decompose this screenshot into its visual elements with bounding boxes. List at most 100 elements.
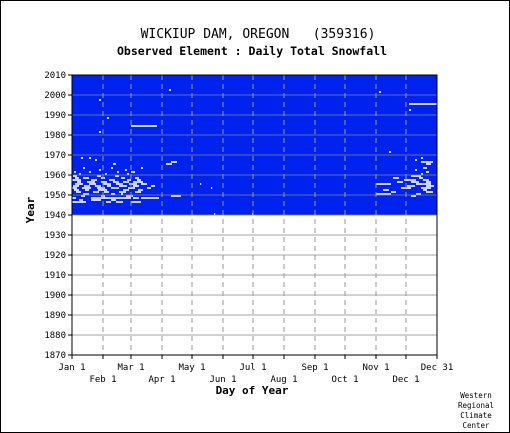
snowfall-mark	[72, 197, 76, 199]
y-tick-label: 1890	[44, 311, 66, 321]
y-tick-label: 1940	[44, 211, 66, 221]
snowfall-mark	[397, 181, 403, 183]
snowfall-mark	[99, 131, 101, 133]
snowfall-mark	[83, 167, 85, 169]
snowfall-mark	[416, 193, 421, 195]
snowfall-mark	[72, 187, 77, 189]
snowfall-mark	[123, 181, 129, 183]
y-tick-label: 1920	[44, 251, 66, 261]
snowfall-mark	[404, 179, 416, 181]
snowfall-mark	[426, 191, 433, 193]
snowfall-mark	[426, 181, 431, 183]
snowfall-mark	[200, 183, 202, 185]
snowfall-mark	[107, 117, 109, 119]
x-tick-label: May 1	[178, 363, 205, 373]
snowfall-mark	[119, 185, 127, 187]
credit-line: Center	[462, 421, 490, 430]
x-tick-label: Apr 1	[148, 375, 175, 385]
snowfall-mark	[141, 197, 159, 199]
snowfall-mark	[391, 191, 396, 193]
y-tick-label: 2000	[44, 91, 66, 101]
snowfall-mark	[103, 183, 111, 185]
snowfall-mark	[133, 181, 143, 183]
snowfall-mark	[421, 157, 423, 159]
y-axis-label: Year	[24, 196, 37, 223]
snowfall-mark	[116, 201, 123, 203]
snowfall-mark	[426, 185, 434, 187]
snowfall-mark	[409, 103, 437, 105]
snowfall-mark	[211, 187, 213, 189]
snowfall-mark	[82, 187, 91, 189]
x-tick-label: Jun 1	[209, 375, 236, 385]
plot-area	[71, 74, 438, 356]
x-axis-label: Day of Year	[216, 384, 289, 397]
snowfall-mark	[107, 185, 111, 187]
x-tick-label: Nov 1	[362, 363, 389, 373]
x-tick-label: Aug 1	[270, 375, 297, 385]
snowfall-mark	[106, 201, 111, 203]
snowfall-mark	[131, 171, 135, 173]
y-axis-ticks: 1870 1880 1890 1900 1910 1920 1930 1940 1950 1960…	[44, 71, 72, 361]
snowfall-mark	[127, 179, 131, 181]
snowfall-mark	[117, 171, 119, 173]
snowfall-mark	[89, 171, 91, 173]
x-tick-label: Dec 1	[392, 375, 419, 385]
snowfall-mark	[426, 171, 429, 173]
snowfall-mark	[75, 183, 83, 185]
snowfall-mark	[109, 179, 115, 181]
snowfall-mark	[171, 161, 177, 163]
observed-region	[72, 75, 437, 215]
snowfall-mark	[135, 191, 141, 193]
snowfall-mark	[116, 183, 123, 185]
snowfall-mark	[91, 199, 101, 201]
x-tick-label: Dec 31	[421, 363, 454, 373]
snowfall-mark	[87, 181, 95, 183]
snowfall-mark	[423, 189, 427, 191]
y-tick-label: 1960	[44, 171, 66, 181]
credit-line: Climate	[460, 411, 492, 420]
snowfall-mark	[77, 181, 81, 183]
snowfall-mark	[76, 191, 81, 193]
snowfall-mark	[133, 197, 139, 199]
y-tick-label: 1980	[44, 131, 66, 141]
y-tick-label: 1930	[44, 231, 66, 241]
snowfall-mark	[89, 183, 96, 185]
x-tick-label: Oct 1	[331, 375, 358, 385]
snowfall-mark	[115, 175, 119, 177]
snowfall-mark	[121, 177, 125, 179]
x-tick-label: Mar 1	[117, 363, 144, 373]
snowfall-mark	[72, 179, 81, 181]
snowfall-mark	[74, 189, 79, 191]
snowfall-mark	[83, 193, 89, 195]
snowfall-mark	[91, 179, 97, 181]
snowfall-mark	[119, 191, 126, 193]
snowfall-mark	[423, 179, 429, 181]
snowfall-mark	[389, 151, 391, 153]
snowfall-mark	[141, 167, 143, 169]
snowfall-mark	[73, 175, 77, 177]
snowfall-mark	[411, 181, 419, 183]
snowfall-mark	[423, 167, 427, 169]
snowfall-mark	[74, 171, 76, 173]
snowfall-mark	[97, 187, 105, 189]
snowfall-mark	[127, 173, 129, 175]
snowfall-mark	[419, 177, 423, 179]
snowfall-mark	[421, 161, 433, 163]
snowfall-mark	[91, 197, 131, 199]
y-tick-label: 1900	[44, 291, 66, 301]
snowfall-mark	[73, 185, 79, 187]
snowfall-mark	[84, 185, 90, 187]
snowfall-mark	[125, 169, 127, 171]
chart-title: WICKIUP DAM, OREGON (359316)	[141, 27, 376, 42]
snowfall-mark	[411, 195, 416, 197]
snowfall-mark	[111, 193, 115, 195]
y-tick-label: 1880	[44, 331, 66, 341]
snowfall-mark	[415, 169, 417, 171]
y-tick-label: 1970	[44, 151, 66, 161]
snowfall-mark	[376, 183, 391, 185]
snowfall-mark	[137, 179, 141, 181]
snowfall-mark	[376, 193, 391, 195]
snowfall-mark	[169, 89, 171, 91]
